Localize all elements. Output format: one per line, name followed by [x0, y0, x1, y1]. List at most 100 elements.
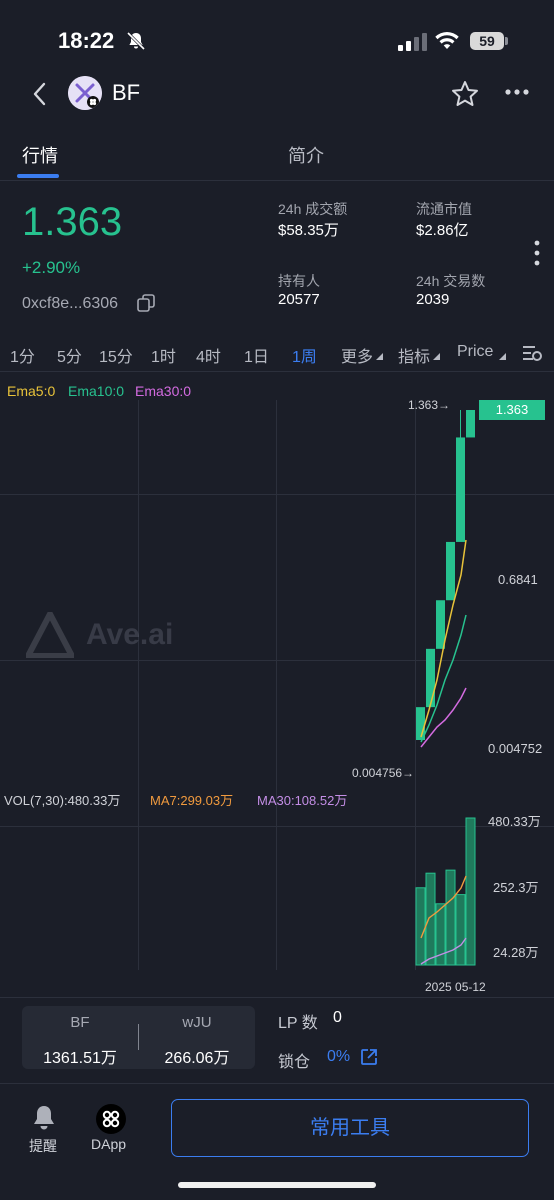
chart-bottom-divider	[0, 997, 554, 998]
back-arrow-icon[interactable]	[30, 80, 50, 108]
grid-line	[138, 400, 139, 970]
pool-token-b-label: wJU	[182, 1014, 212, 1031]
lock-value[interactable]: 0%	[327, 1048, 351, 1065]
ema30-legend: Ema30:0	[135, 383, 192, 399]
contract-address: 0xcf8e...6306	[22, 295, 119, 312]
pool-token-b-amount: 266.06万	[164, 1050, 230, 1067]
bell-off-icon	[126, 31, 146, 51]
tab-market[interactable]: 行情	[22, 146, 58, 166]
candle	[466, 410, 475, 438]
candle	[426, 648, 435, 708]
volume-bar	[455, 894, 466, 966]
pool-divider	[138, 1024, 139, 1050]
ma7-legend: MA7:299.03万	[150, 793, 234, 808]
ema30-line	[420, 687, 467, 748]
common-tools-button[interactable]: 常用工具	[171, 1099, 529, 1157]
cellular-signal-icon	[398, 33, 427, 51]
pool-token-a-amount: 1361.51万	[43, 1050, 117, 1067]
volume-bar	[415, 887, 426, 966]
stat-label-market-cap: 流通市值	[416, 201, 472, 217]
stat-value-market-cap: $2.86亿	[416, 222, 469, 239]
candle	[456, 437, 465, 542]
current-price: 1.363	[22, 200, 123, 244]
timeframe-1d[interactable]: 1日	[244, 349, 269, 366]
price-type-button[interactable]: Price	[457, 343, 494, 360]
vertical-more-icon[interactable]	[533, 240, 541, 266]
bottom-bar-divider	[0, 1083, 554, 1084]
volume-axis-high: 480.33万	[488, 814, 541, 829]
battery-indicator: 59	[470, 32, 504, 50]
timeframe-1m[interactable]: 1分	[10, 349, 35, 366]
timeframe-4h[interactable]: 4时	[196, 349, 221, 366]
volume-bar	[465, 817, 476, 966]
more-options-icon[interactable]	[504, 88, 530, 96]
tabs-divider	[0, 180, 554, 181]
candlestick-chart	[416, 410, 475, 748]
stat-label-volume: 24h 成交额	[278, 201, 348, 217]
grid-line	[0, 494, 554, 495]
y-axis-low-label: 0.004752	[488, 741, 543, 756]
more-dropdown-icon	[376, 353, 383, 360]
timeframe-5m[interactable]: 5分	[57, 349, 82, 366]
toolbar-divider	[0, 371, 554, 372]
price-change: +2.90%	[22, 258, 81, 277]
stat-value-volume: $58.35万	[278, 222, 339, 239]
candle	[436, 600, 445, 649]
indicator-button[interactable]: 指标	[398, 349, 431, 366]
stat-value-tx-count: 2039	[416, 291, 450, 308]
volume-axis-mid: 252.3万	[493, 880, 539, 895]
ema5-line	[420, 539, 467, 738]
ema5-legend: Ema5:0	[7, 383, 56, 399]
token-logo-icon	[68, 76, 102, 110]
lp-label: LP 数	[278, 1015, 318, 1032]
alert-bell-icon[interactable]	[31, 1104, 57, 1132]
ma7-line	[420, 875, 467, 939]
dapp-label[interactable]: DApp	[91, 1136, 127, 1152]
grid-line	[0, 826, 554, 827]
volume-chart	[415, 817, 476, 966]
x-axis-date: 2025 05-12	[425, 980, 486, 994]
tab-intro[interactable]: 简介	[288, 146, 324, 166]
stat-label-tx-count: 24h 交易数	[416, 273, 486, 289]
status-time: 18:22	[58, 28, 115, 53]
home-indicator	[178, 1182, 376, 1188]
y-axis-mid-label: 0.6841	[498, 572, 538, 587]
ma30-line	[420, 937, 467, 965]
high-price-marker: 1.363→	[408, 398, 451, 412]
volume-axis-low: 24.28万	[493, 945, 539, 960]
grid-line	[415, 400, 416, 970]
lock-label: 锁仓	[278, 1054, 311, 1071]
wifi-icon	[435, 31, 459, 49]
favorite-star-icon[interactable]	[451, 80, 479, 108]
volume-bar	[425, 872, 436, 966]
stat-label-holders: 持有人	[278, 273, 320, 289]
alert-label[interactable]: 提醒	[29, 1138, 57, 1154]
timeframe-1w[interactable]: 1周	[292, 349, 317, 366]
token-name: BF	[112, 80, 141, 105]
price-dropdown-icon	[499, 353, 506, 360]
active-tab-indicator	[17, 174, 59, 178]
copy-icon[interactable]	[137, 294, 155, 312]
external-link-icon[interactable]	[360, 1048, 378, 1066]
battery-tip	[505, 37, 508, 45]
low-price-marker: 0.004756→	[352, 766, 415, 780]
vol-legend: VOL(7,30):480.33万	[4, 793, 121, 808]
ave-logo-icon	[26, 612, 74, 658]
grid-line	[276, 400, 277, 970]
candle	[446, 541, 455, 601]
grid-line	[0, 660, 554, 661]
current-price-tag: 1.363	[479, 400, 545, 420]
ma30-legend: MA30:108.52万	[257, 793, 348, 808]
indicator-dropdown-icon	[433, 353, 440, 360]
chart-settings-icon[interactable]	[521, 342, 543, 364]
volume-bar	[435, 903, 446, 966]
candle	[416, 707, 425, 740]
ema10-line	[420, 614, 467, 743]
ema10-legend: Ema10:0	[68, 383, 125, 399]
lp-value: 0	[333, 1009, 342, 1026]
timeframe-15m[interactable]: 15分	[99, 349, 133, 366]
stat-value-holders: 20577	[278, 291, 320, 308]
timeframe-1h[interactable]: 1时	[151, 349, 176, 366]
dapp-icon[interactable]	[96, 1104, 126, 1134]
timeframe-more[interactable]: 更多	[341, 349, 374, 366]
